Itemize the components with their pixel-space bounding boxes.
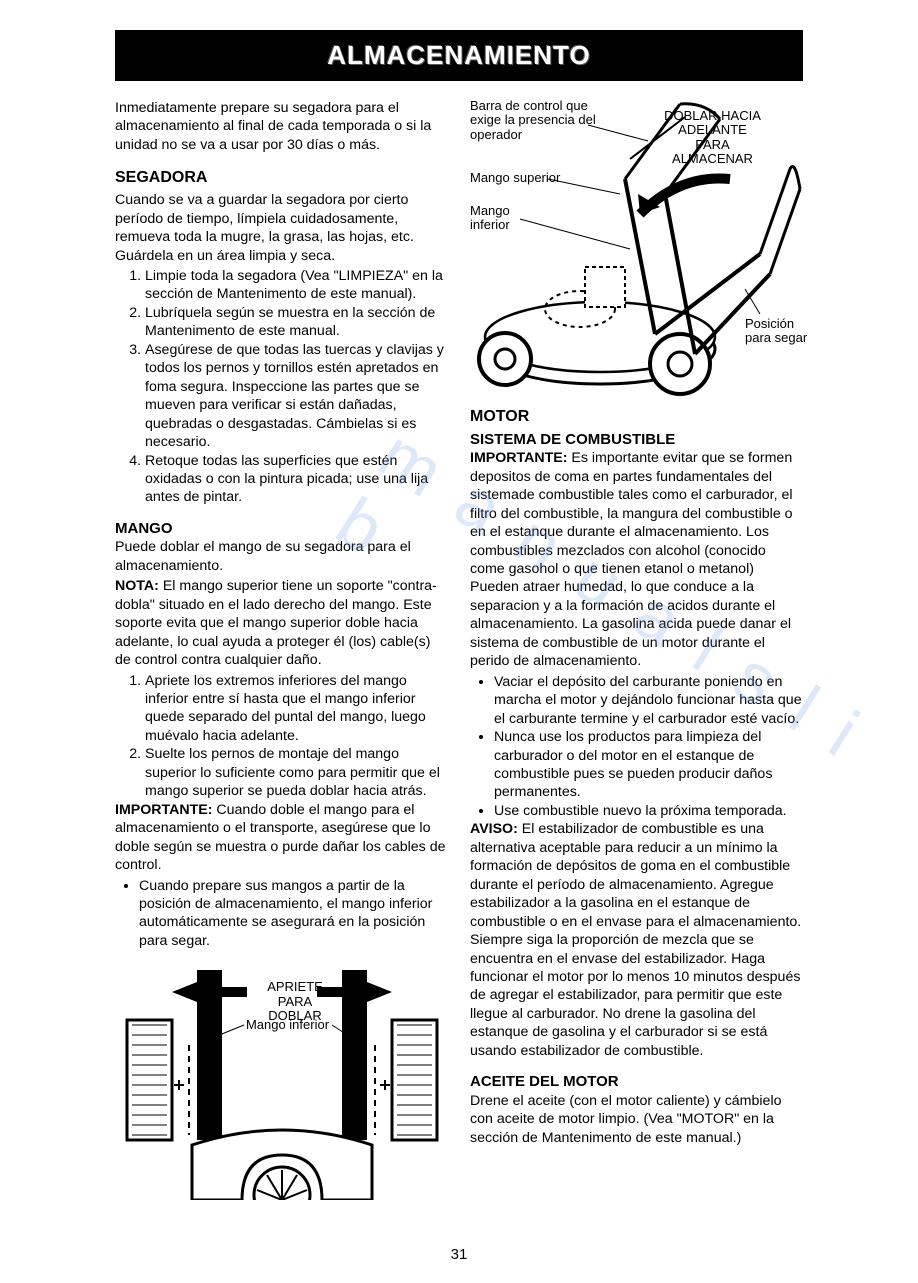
importante-label: IMPORTANTE:: [115, 802, 212, 818]
aviso-label: AVISO:: [470, 821, 518, 837]
nota-label: NOTA:: [115, 578, 159, 594]
importante2-text: Es importante evitar que se formen depos…: [470, 450, 793, 669]
section-banner: ALMACENAMIENTO: [115, 30, 803, 81]
segadora-item: Asegúrese de que todas las tuercas y cla…: [145, 341, 448, 452]
fig1-label-doblar: DOBLAR HACIA ADELANTE PARA ALMACENAR: [660, 109, 765, 166]
segadora-item: Lubríquela según se muestra en la secció…: [145, 304, 448, 341]
motor-bullet: Vaciar el depósito del carburante ponien…: [494, 673, 803, 728]
mango-item: Suelte los pernos de montaje del mango s…: [145, 745, 448, 800]
aviso-text: El estabilizador de combustible es una a…: [470, 821, 801, 1058]
heading-motor: MOTOR: [470, 407, 803, 428]
left-column: Inmediatamente prepare su segadora para …: [115, 99, 448, 1240]
motor-bullet: Nunca use los productos para limpieza de…: [494, 728, 803, 802]
importante2-label: IMPORTANTE:: [470, 450, 567, 466]
mango-bullets: Cuando prepare sus mangos a partir de la…: [115, 877, 448, 951]
intro-text: Inmediatamente prepare su segadora para …: [115, 99, 448, 154]
heading-segadora: SEGADORA: [115, 168, 448, 189]
fig1-label-barra: Barra de control que exige la presencia …: [470, 99, 600, 142]
segadora-item: Retoque todas las superficies que estén …: [145, 452, 448, 507]
page-number: 31: [115, 1246, 803, 1263]
right-column: Barra de control que exige la presencia …: [470, 99, 803, 1240]
heading-sistema: SISTEMA DE COMBUSTIBLE: [470, 430, 803, 450]
fig1-label-mangosup: Mango superior: [470, 171, 560, 185]
heading-mango: MANGO: [115, 519, 448, 539]
aceite-paragraph: Drene el aceite (con el motor caliente) …: [470, 1092, 803, 1147]
figure-apriete: APRIETE PARA DOBLAR Mango inferior: [115, 960, 448, 1240]
aviso-paragraph: AVISO: El estabilizador de combustible e…: [470, 820, 803, 1060]
columns: Inmediatamente prepare su segadora para …: [115, 99, 803, 1240]
fig1-label-posicion: Posición para segar: [745, 317, 810, 346]
mango-bullet: Cuando prepare sus mangos a partir de la…: [139, 877, 448, 951]
mango-paragraph: Puede doblar el mango de su segadora par…: [115, 538, 448, 575]
nota-text: El mango superior tiene un soporte "cont…: [115, 578, 437, 668]
mango-item: Apriete los extremos inferiores del mang…: [145, 672, 448, 746]
segadora-item: Limpie toda la segadora (Vea "LIMPIEZA" …: [145, 267, 448, 304]
heading-aceite: ACEITE DEL MOTOR: [470, 1072, 803, 1092]
figure-mower: Barra de control que exige la presencia …: [470, 99, 803, 399]
fig1-label-mangoinf: Mango inferior: [470, 204, 520, 233]
motor-bullet: Use combustible nuevo la próxima tempora…: [494, 802, 803, 820]
importante2-paragraph: IMPORTANTE: Es importante evitar que se …: [470, 449, 803, 670]
fig2-label-mangoinf: Mango inferior: [240, 1018, 335, 1032]
nota-paragraph: NOTA: El mango superior tiene un soporte…: [115, 577, 448, 669]
motor-bullets: Vaciar el depósito del carburante ponien…: [470, 673, 803, 821]
page: ALMACENAMIENTO Inmediatamente prepare su…: [0, 0, 918, 1283]
segadora-paragraph: Cuando se va a guardar la segadora por c…: [115, 191, 448, 265]
mango-list: Apriete los extremos inferiores del mang…: [115, 672, 448, 801]
segadora-list: Limpie toda la segadora (Vea "LIMPIEZA" …: [115, 267, 448, 507]
importante-paragraph: IMPORTANTE: Cuando doble el mango para e…: [115, 801, 448, 875]
